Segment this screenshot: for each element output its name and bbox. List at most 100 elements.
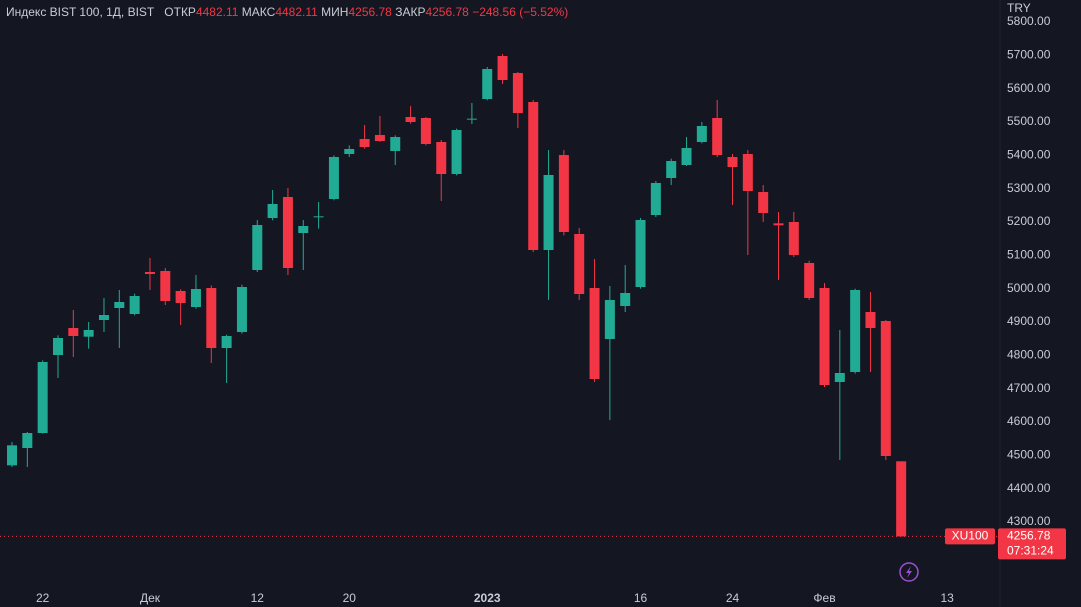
candle-body xyxy=(83,330,94,337)
symbol-title: Индекс BIST 100, 1Д, BIST xyxy=(6,5,155,19)
candle-body xyxy=(696,126,707,142)
candle-body xyxy=(298,226,309,233)
candle-body xyxy=(52,338,63,355)
high-value: 4482.11 xyxy=(275,5,318,19)
candle-body xyxy=(328,157,339,199)
y-tick-label: 5200.00 xyxy=(1007,214,1051,228)
y-tick-label: 5300.00 xyxy=(1007,181,1051,195)
candle-body xyxy=(420,118,431,144)
y-tick-label: 5400.00 xyxy=(1007,148,1051,162)
candle-body xyxy=(865,312,876,328)
close-label: ЗАКР xyxy=(395,5,426,19)
y-tick-label: 5600.00 xyxy=(1007,81,1051,95)
candle-body xyxy=(37,362,48,433)
price-tag-value: 4256.78 xyxy=(1007,529,1051,543)
candle-body xyxy=(374,135,385,141)
candle-body xyxy=(758,192,769,213)
candle-body xyxy=(313,216,324,218)
symbol-tag xyxy=(945,528,995,545)
candle-body xyxy=(497,56,508,80)
candle-body xyxy=(528,102,539,250)
candle-body xyxy=(788,222,799,255)
candle-body xyxy=(267,204,278,218)
y-tick-label: 4600.00 xyxy=(1007,414,1051,428)
candle-body xyxy=(635,220,646,287)
candle-body xyxy=(390,137,401,151)
candle-body xyxy=(681,148,692,165)
x-tick-label: 16 xyxy=(634,591,648,605)
candle-body xyxy=(804,263,815,298)
x-tick-label: Дек xyxy=(140,591,161,605)
candle-body xyxy=(359,139,370,147)
y-tick-label: 4800.00 xyxy=(1007,348,1051,362)
candle-body xyxy=(129,296,140,314)
x-tick-label: Фев xyxy=(813,591,835,605)
candle-body xyxy=(727,157,738,167)
candle-body xyxy=(221,336,232,348)
y-tick-label: 5500.00 xyxy=(1007,114,1051,128)
candle-body xyxy=(405,117,416,122)
x-tick-label: 20 xyxy=(343,591,357,605)
candle-body xyxy=(160,271,171,301)
high-label: МАКС xyxy=(241,5,276,19)
x-tick-label: 13 xyxy=(940,591,954,605)
candle-body xyxy=(451,130,462,174)
candle-body xyxy=(543,175,554,250)
y-tick-label: 4500.00 xyxy=(1007,448,1051,462)
candle-body xyxy=(834,373,845,382)
open-value: 4482.11 xyxy=(195,5,239,19)
open-label: ОТКР xyxy=(164,5,196,19)
candle-body xyxy=(344,149,355,154)
y-tick-label: 4700.00 xyxy=(1007,381,1051,395)
close-value: 4256.78 xyxy=(425,5,469,19)
candle-body xyxy=(252,225,263,270)
candle-body xyxy=(742,154,753,191)
candle-body xyxy=(880,321,891,456)
price-tag xyxy=(998,528,1066,560)
candle-body xyxy=(98,315,109,320)
x-tick-label: 24 xyxy=(726,591,740,605)
candle-body xyxy=(466,118,477,120)
candle-body xyxy=(589,288,600,379)
candle-body xyxy=(22,433,33,448)
x-tick-label: 12 xyxy=(251,591,265,605)
alert-bolt xyxy=(906,566,912,578)
candle-body xyxy=(436,142,447,174)
candle-body xyxy=(175,291,186,303)
header: Индекс BIST 100, 1Д, BIST ОТКР4482.11 МА… xyxy=(6,5,568,19)
y-tick-label: 4300.00 xyxy=(1007,514,1051,528)
candle-body xyxy=(190,289,201,307)
candle-body xyxy=(604,300,615,339)
price-tag-countdown: 07:31:24 xyxy=(1007,544,1054,558)
y-tick-label: 5800.00 xyxy=(1007,14,1051,28)
candle-body xyxy=(482,69,493,99)
y-tick-label: 4400.00 xyxy=(1007,481,1051,495)
low-label: МИН xyxy=(321,5,349,19)
candle-body xyxy=(650,183,661,215)
symbol-tag-label: XU100 xyxy=(952,529,989,543)
candle-body xyxy=(282,197,293,268)
candle-body xyxy=(236,287,247,332)
y-tick-label: 5000.00 xyxy=(1007,281,1051,295)
candle-body xyxy=(7,445,17,466)
alert-icon[interactable] xyxy=(899,562,919,582)
candle-body xyxy=(574,234,585,294)
candle-body xyxy=(819,288,830,385)
y-tick-label: 5700.00 xyxy=(1007,48,1051,62)
candle-body xyxy=(68,328,79,336)
y-tick-label: 4900.00 xyxy=(1007,314,1051,328)
candle-body xyxy=(773,223,784,226)
change-value: −248.56 (−5.52%) xyxy=(472,5,569,19)
candle-body xyxy=(666,161,677,178)
candle-body xyxy=(558,155,569,232)
candle-body xyxy=(206,288,217,348)
low-value: 4256.78 xyxy=(348,5,392,19)
y-unit: TRY xyxy=(1007,1,1031,15)
y-tick-label: 5100.00 xyxy=(1007,248,1051,262)
candle-body xyxy=(512,73,523,113)
candle-body xyxy=(712,118,723,155)
x-tick-label: 22 xyxy=(36,591,50,605)
